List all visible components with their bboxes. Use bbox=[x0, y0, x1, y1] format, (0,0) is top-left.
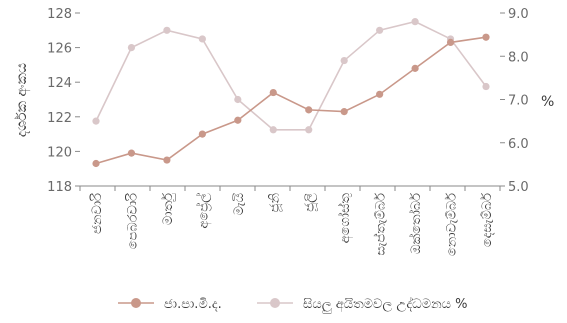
x-tick-label: දෙසැම්බර් bbox=[479, 193, 495, 247]
right-axis-ticks: 5.0 6.0 7.0 8.0 9.0 bbox=[500, 7, 529, 195]
data-point bbox=[198, 35, 206, 43]
legend-item: සියලු අයිතමවල උද්ධමනය % bbox=[257, 296, 467, 313]
right-tick-label: 7.0 bbox=[508, 94, 529, 109]
left-tick-label: 118 bbox=[47, 180, 72, 195]
left-tick-label: 126 bbox=[47, 42, 72, 57]
x-tick-label: මැයි bbox=[232, 193, 247, 216]
data-point bbox=[376, 90, 384, 98]
data-point bbox=[411, 18, 419, 26]
data-point bbox=[163, 26, 171, 34]
x-tick-label: නොවැම්බර් bbox=[444, 193, 460, 256]
data-point bbox=[92, 159, 100, 168]
series-line bbox=[95, 36, 487, 165]
legend-swatch-marker bbox=[131, 298, 141, 308]
data-point bbox=[163, 156, 171, 164]
left-tick-label: 124 bbox=[47, 76, 72, 91]
left-tick-label: 122 bbox=[47, 111, 72, 126]
x-tick-label: ජූලි bbox=[303, 193, 318, 212]
x-tick-label: මාර්තු bbox=[160, 193, 176, 225]
x-tick-label: ඔක්තෝබර් bbox=[408, 193, 424, 254]
right-tick-label: 6.0 bbox=[508, 137, 529, 152]
x-tick-label: ජනවාරි bbox=[89, 193, 105, 234]
x-tick-label: අප්‍රේල් bbox=[195, 193, 211, 229]
x-tick-label: සැප්තැම්බර් bbox=[373, 193, 389, 256]
data-point bbox=[234, 95, 242, 104]
data-point bbox=[305, 106, 313, 114]
left-axis-title: දර්ශක අංකය bbox=[14, 63, 31, 137]
data-point bbox=[198, 130, 206, 138]
legend-label: ජා.පා.මි.ද. bbox=[164, 297, 222, 312]
data-point bbox=[127, 44, 136, 52]
data-point bbox=[482, 33, 490, 41]
right-tick-label: 8.0 bbox=[508, 50, 529, 65]
left-axis-ticks: 118 120 122 124 126 128 bbox=[47, 7, 80, 195]
legend-swatch-marker bbox=[270, 298, 280, 308]
x-axis-ticks: ජනවාරි පෙබරවාරි මාර්තු අප්‍රේල් මැයි ජූනි ජූලි… bbox=[79, 186, 501, 256]
data-point bbox=[269, 88, 277, 97]
right-tick-label: 5.0 bbox=[508, 180, 529, 195]
data-point bbox=[305, 126, 313, 134]
data-point bbox=[269, 126, 277, 134]
right-axis-title: % bbox=[541, 94, 554, 110]
data-point bbox=[340, 56, 348, 65]
inflation-series bbox=[92, 18, 490, 134]
x-tick-label: ජූනි bbox=[267, 193, 282, 213]
data-point bbox=[376, 26, 384, 34]
x-tick-label: අගෝස්තු bbox=[337, 193, 353, 244]
legend: ජා.පා.මි.ද. සියලු අයිතමවල උද්ධමනය % bbox=[118, 296, 467, 313]
left-tick-label: 120 bbox=[47, 145, 72, 160]
data-point bbox=[92, 117, 100, 125]
right-tick-label: 9.0 bbox=[508, 7, 529, 22]
data-point bbox=[411, 64, 419, 72]
legend-label: සියලු අයිතමවල උද්ධමනය % bbox=[303, 296, 467, 313]
data-point bbox=[482, 82, 490, 91]
ccpi-series bbox=[92, 33, 490, 168]
legend-item: ජා.පා.මි.ද. bbox=[118, 297, 222, 312]
x-tick-label: පෙබරවාරි bbox=[124, 193, 140, 249]
series-line bbox=[95, 20, 487, 131]
left-tick-label: 128 bbox=[47, 7, 72, 22]
series-layer bbox=[92, 18, 490, 168]
data-point bbox=[127, 149, 136, 157]
data-point bbox=[340, 108, 348, 116]
data-point bbox=[446, 38, 455, 47]
data-point bbox=[234, 116, 242, 124]
